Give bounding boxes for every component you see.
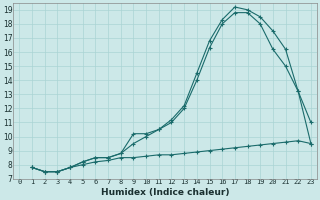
X-axis label: Humidex (Indice chaleur): Humidex (Indice chaleur) [101,188,229,197]
